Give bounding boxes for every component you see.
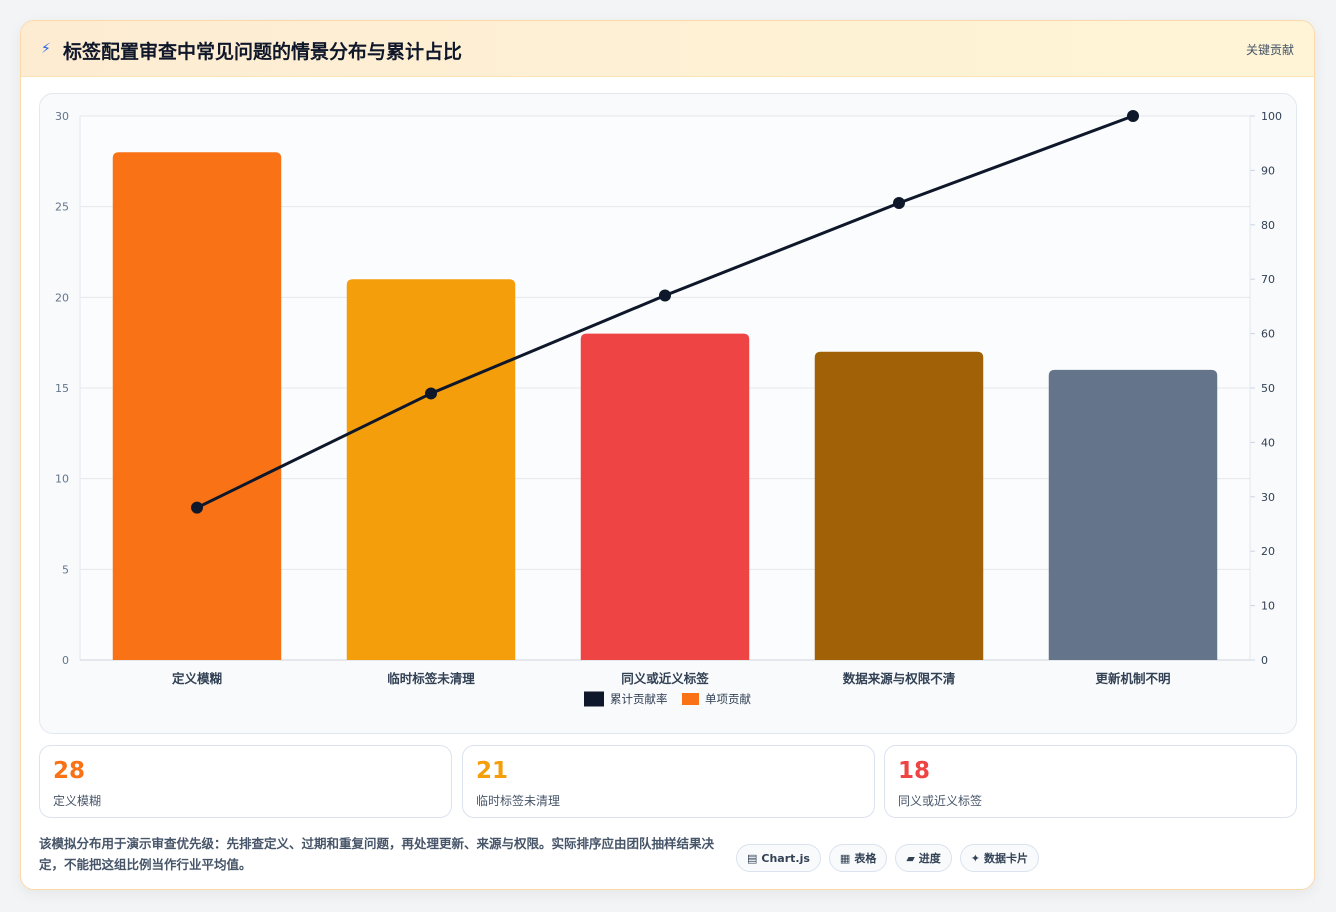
report-card: ⚡ 标签配置审查中常见问题的情景分布与累计占比 关键贡献 0 5 10 15 20 25 3… bbox=[20, 20, 1315, 890]
progress-icon: ▰ bbox=[906, 851, 915, 865]
chart-icon: ▤ bbox=[747, 851, 758, 865]
page-title: 标签配置审查中常见问题的情景分布与累计占比 bbox=[63, 41, 463, 63]
chip-label: 数据卡片 bbox=[984, 852, 1029, 865]
x-tick-label: 更新机制不明 bbox=[1095, 671, 1170, 686]
bar bbox=[346, 279, 516, 660]
y2-tick-label: 0 bbox=[1261, 654, 1268, 667]
x-tick-label: 数据来源与权限不清 bbox=[842, 671, 956, 686]
chip-progress[interactable]: ▰ 进度 bbox=[895, 844, 952, 872]
chip-list: ▤ Chart.js ▦ 表格 ▰ 进度 ✦ 数据卡片 bbox=[736, 844, 1040, 872]
stat-value: 21 bbox=[476, 758, 509, 784]
stat-label: 临时标签未清理 bbox=[476, 794, 561, 808]
line-point bbox=[659, 289, 671, 302]
y2-tick-label: 20 bbox=[1261, 545, 1275, 558]
stat-card-2: 21 临时标签未清理 bbox=[462, 745, 875, 818]
y2-tick-label: 100 bbox=[1261, 110, 1282, 123]
y-tick-label: 0 bbox=[62, 654, 69, 667]
header-tag: 关键贡献 bbox=[1245, 43, 1294, 57]
legend-swatch bbox=[584, 691, 604, 707]
y-tick-label: 20 bbox=[55, 291, 69, 304]
y2-tick-label: 80 bbox=[1261, 219, 1275, 232]
x-tick-label: 同义或近义标签 bbox=[621, 671, 709, 686]
y2-tick-label: 60 bbox=[1261, 328, 1275, 341]
y2-tick-label: 70 bbox=[1261, 273, 1275, 286]
bar bbox=[814, 351, 984, 660]
y-tick-label: 30 bbox=[55, 110, 69, 123]
legend-label: 单项贡献 bbox=[705, 692, 751, 706]
y2-tick-label: 90 bbox=[1261, 164, 1275, 177]
chip-label: 表格 bbox=[854, 852, 877, 865]
bolt-icon: ⚡ bbox=[41, 41, 51, 57]
chip-label: 进度 bbox=[918, 852, 941, 865]
chip-table[interactable]: ▦ 表格 bbox=[828, 844, 888, 872]
line-point bbox=[425, 387, 437, 400]
stat-card-1: 28 定义模糊 bbox=[39, 745, 452, 818]
line-point bbox=[191, 501, 203, 514]
bar bbox=[1048, 369, 1218, 660]
y-tick-label: 5 bbox=[62, 563, 69, 576]
footnote: 该模拟分布用于演示审查优先级：先排查定义、过期和重复问题，再处理更新、来源与权限… bbox=[39, 836, 715, 872]
bar bbox=[580, 333, 750, 660]
legend-swatch bbox=[682, 693, 699, 705]
stat-value: 18 bbox=[898, 758, 931, 784]
y-tick-label: 10 bbox=[55, 473, 69, 486]
stat-label: 同义或近义标签 bbox=[898, 794, 983, 808]
y-tick-label: 25 bbox=[55, 201, 69, 214]
chip-label: Chart.js bbox=[761, 851, 810, 865]
stat-card-3: 18 同义或近义标签 bbox=[884, 745, 1297, 818]
sparkle-icon: ✦ bbox=[970, 851, 981, 865]
chart-panel: 0 5 10 15 20 25 30 0 10 20 30 40 50 60 70 80 90 100 定义模糊 临时… bbox=[39, 93, 1297, 734]
pareto-chart: 0 5 10 15 20 25 30 0 10 20 30 40 50 60 70 80 90 100 定义模糊 临时… bbox=[55, 110, 1282, 707]
y2-tick-label: 30 bbox=[1261, 491, 1275, 504]
line-point bbox=[1127, 110, 1139, 122]
stat-value: 28 bbox=[53, 758, 86, 784]
line-point bbox=[893, 197, 905, 210]
x-tick-label: 临时标签未清理 bbox=[387, 671, 475, 686]
table-icon: ▦ bbox=[839, 851, 851, 865]
card-header: ⚡ 标签配置审查中常见问题的情景分布与累计占比 关键贡献 bbox=[21, 21, 1314, 77]
y-tick-label: 15 bbox=[55, 382, 69, 395]
chip-chartjs[interactable]: ▤ Chart.js bbox=[736, 844, 821, 872]
chip-data-cards[interactable]: ✦ 数据卡片 bbox=[959, 844, 1040, 872]
legend-label: 累计贡献率 bbox=[610, 692, 668, 706]
stat-label: 定义模糊 bbox=[53, 794, 102, 808]
y2-tick-label: 50 bbox=[1261, 382, 1275, 395]
y2-tick-label: 40 bbox=[1261, 436, 1275, 449]
bar bbox=[112, 152, 282, 660]
x-tick-label: 定义模糊 bbox=[171, 671, 222, 686]
y2-tick-label: 10 bbox=[1261, 600, 1275, 613]
